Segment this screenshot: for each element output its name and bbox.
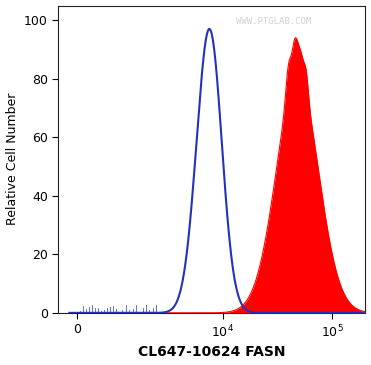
Text: WWW.PTGLAB.COM: WWW.PTGLAB.COM (236, 17, 312, 26)
Y-axis label: Relative Cell Number: Relative Cell Number (6, 93, 19, 226)
X-axis label: CL647-10624 FASN: CL647-10624 FASN (138, 345, 286, 360)
